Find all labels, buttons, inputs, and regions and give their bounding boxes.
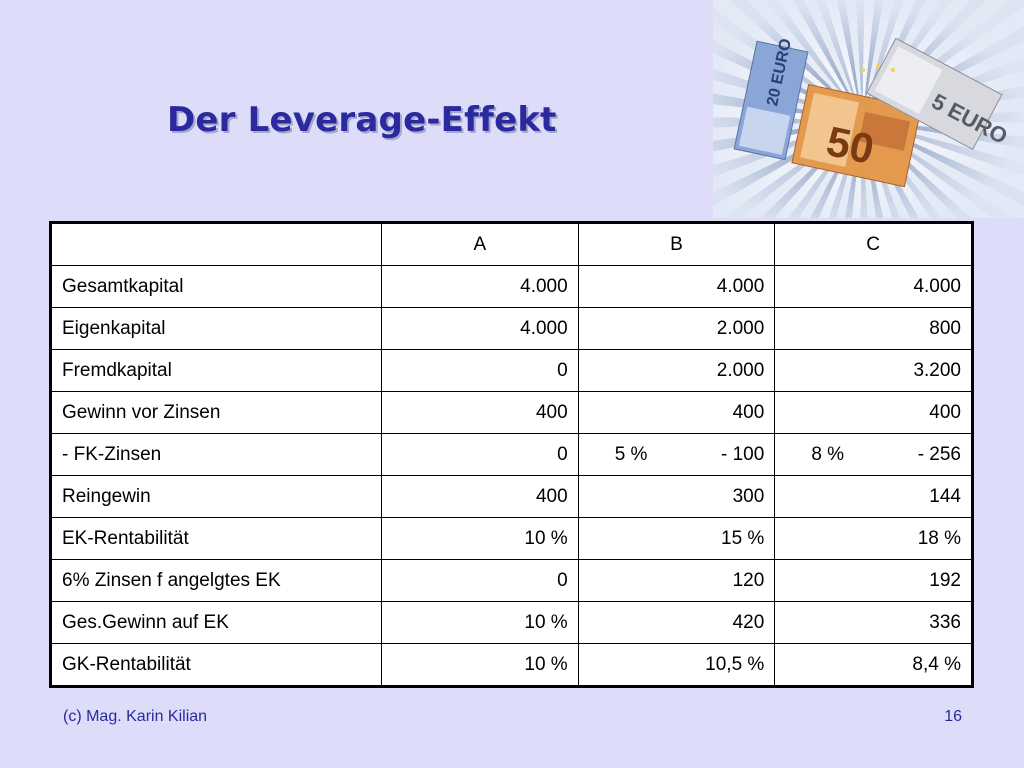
cell-c-value: - 256 <box>917 443 961 465</box>
cell-c: 8,4 % <box>774 643 973 687</box>
cell-b-rate: 5 % <box>614 443 648 465</box>
cell-c: 144 <box>774 475 973 518</box>
table-row: Gewinn vor Zinsen 400 400 400 <box>49 391 973 434</box>
cell-c: 192 <box>774 559 973 602</box>
cell-b: 15 % <box>577 517 776 560</box>
banknotes-illustration: 20 EURO 50 5 EURO <box>733 37 1012 188</box>
row-label: GK-Rentabilität <box>49 643 383 687</box>
row-label: Ges.Gewinn auf EK <box>49 601 383 644</box>
cell-b: 120 <box>577 559 776 602</box>
header-b: B <box>577 222 776 266</box>
cell-b: 300 <box>577 475 776 518</box>
cell-c-rate: 8 % <box>811 443 845 465</box>
cell-b: 400 <box>577 391 776 434</box>
row-label: - FK-Zinsen <box>49 433 383 476</box>
table-row: GK-Rentabilität 10 % 10,5 % 8,4 % <box>49 643 973 687</box>
cell-c: 18 % <box>774 517 973 560</box>
header-c: C <box>774 222 973 266</box>
table-header-row: A B C <box>49 222 973 266</box>
cell-b-value: - 100 <box>721 443 765 465</box>
row-label: Reingewin <box>49 475 383 518</box>
leverage-table: A B C Gesamtkapital 4.000 4.000 4.000 Ei… <box>49 221 974 688</box>
cell-c: 3.200 <box>774 349 973 392</box>
cell-a: 4.000 <box>381 265 579 308</box>
cell-b: 10,5 % <box>577 643 776 687</box>
cell-a: 400 <box>381 391 579 434</box>
cell-a: 0 <box>381 433 579 476</box>
page-number: 16 <box>944 708 962 725</box>
cell-a: 0 <box>381 559 579 602</box>
table-row: EK-Rentabilität 10 % 15 % 18 % <box>49 517 973 560</box>
cell-a: 10 % <box>381 643 579 687</box>
row-label: Fremdkapital <box>49 349 383 392</box>
footer-copyright: (c) Mag. Karin Kilian <box>63 708 208 725</box>
row-label: Gesamtkapital <box>49 265 383 308</box>
table-row: - FK-Zinsen 0 5 % - 100 8 % - 256 <box>49 433 973 476</box>
table-row: Reingewin 400 300 144 <box>49 475 973 518</box>
cell-c: 4.000 <box>774 265 973 308</box>
table-row: Gesamtkapital 4.000 4.000 4.000 <box>49 265 973 308</box>
cell-b: 5 % - 100 <box>577 433 776 476</box>
cell-a: 10 % <box>381 601 579 644</box>
cell-c: 336 <box>774 601 973 644</box>
header-a: A <box>381 222 579 266</box>
cell-b: 2.000 <box>577 307 776 350</box>
slide-title: Der Leverage-Effekt <box>167 100 557 140</box>
cell-c: 8 % - 256 <box>774 433 973 476</box>
cell-b: 2.000 <box>577 349 776 392</box>
cell-a: 10 % <box>381 517 579 560</box>
cell-c: 800 <box>774 307 973 350</box>
table-row: Eigenkapital 4.000 2.000 800 <box>49 307 973 350</box>
cell-b: 420 <box>577 601 776 644</box>
cell-c: 400 <box>774 391 973 434</box>
table-row: Ges.Gewinn auf EK 10 % 420 336 <box>49 601 973 644</box>
row-label: EK-Rentabilität <box>49 517 383 560</box>
cell-a: 400 <box>381 475 579 518</box>
table-row: 6% Zinsen f angelgtes EK 0 120 192 <box>49 559 973 602</box>
header-empty <box>49 222 383 266</box>
euro-banknotes-image: 20 EURO 50 5 EURO <box>713 0 1024 218</box>
cell-a: 4.000 <box>381 307 579 350</box>
cell-b: 4.000 <box>577 265 776 308</box>
table-row: Fremdkapital 0 2.000 3.200 <box>49 349 973 392</box>
row-label: Eigenkapital <box>49 307 383 350</box>
note-50-label: 50 <box>823 117 878 173</box>
cell-a: 0 <box>381 349 579 392</box>
row-label: 6% Zinsen f angelgtes EK <box>49 559 383 602</box>
row-label: Gewinn vor Zinsen <box>49 391 383 434</box>
